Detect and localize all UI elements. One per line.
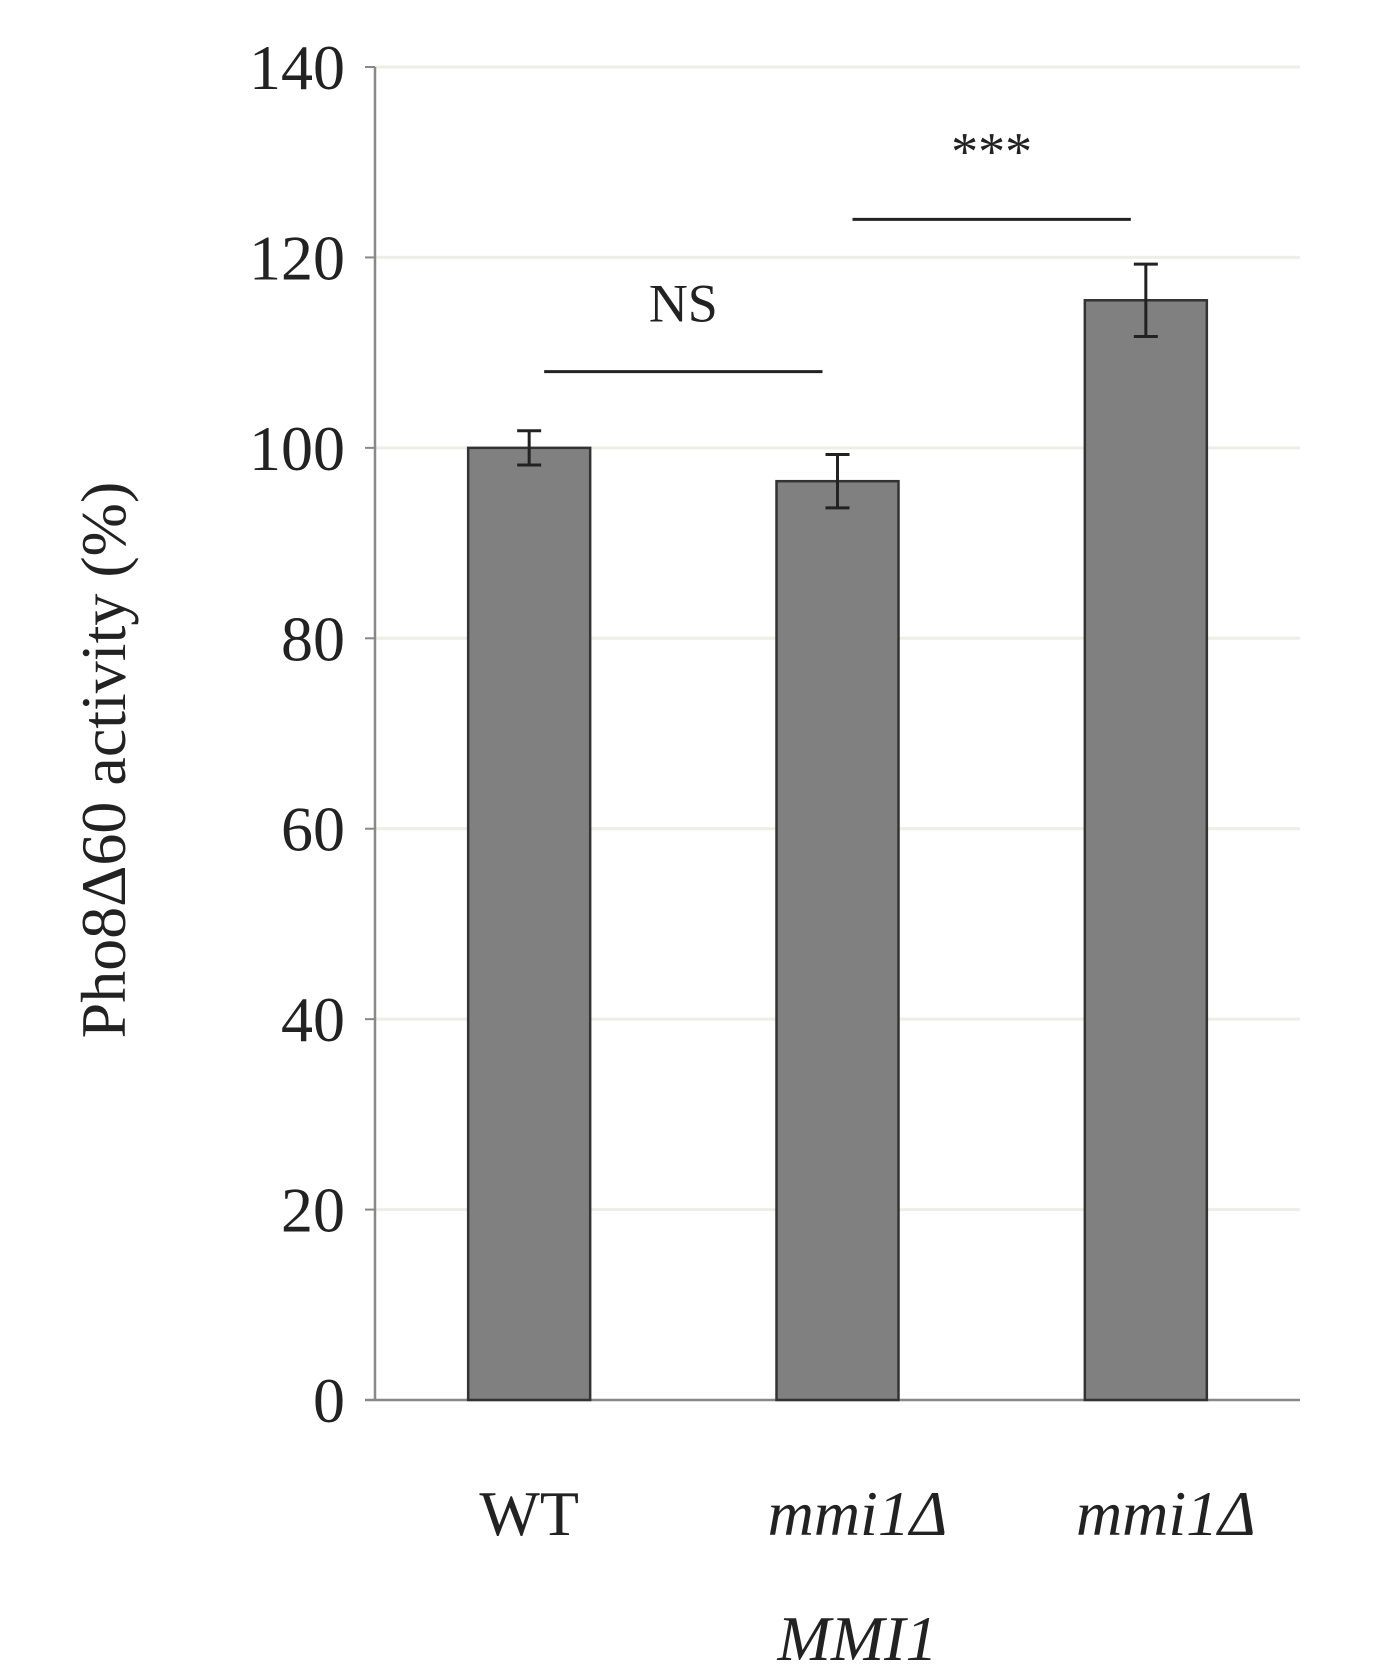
y-tick-label-20: 20	[281, 1175, 345, 1246]
category-label-1-0: mmi1Δ	[768, 1478, 948, 1549]
category-label-1-1: MMI1	[777, 1603, 938, 1665]
y-tick-label-100: 100	[249, 413, 345, 484]
category-label-2-0: mmi1Δ	[1076, 1478, 1256, 1549]
y-tick-label-120: 120	[249, 222, 345, 293]
bars	[466, 262, 1209, 1402]
axis-labels: 0 20 40 60 80 100 120 140 WT mmi1Δ MMI1 mmi1Δ	[249, 32, 1256, 1665]
y-tick-label-80: 80	[281, 603, 345, 674]
y-tick-label-0: 0	[313, 1365, 345, 1436]
bar-1	[775, 479, 900, 1402]
category-label-0-0: WT	[479, 1478, 579, 1549]
y-tick-label-60: 60	[281, 794, 345, 865]
bar-0	[466, 446, 592, 1402]
significance-label-1: ***	[951, 121, 1032, 181]
y-tick-label-40: 40	[281, 984, 345, 1055]
y-tick-label-140: 140	[249, 32, 345, 103]
significance-annotations: NS ***	[544, 121, 1131, 374]
bar-2	[1083, 299, 1209, 1402]
significance-label-0: NS	[649, 274, 718, 334]
y-axis-label: Pho8Δ60 activity (%)	[68, 482, 139, 1039]
